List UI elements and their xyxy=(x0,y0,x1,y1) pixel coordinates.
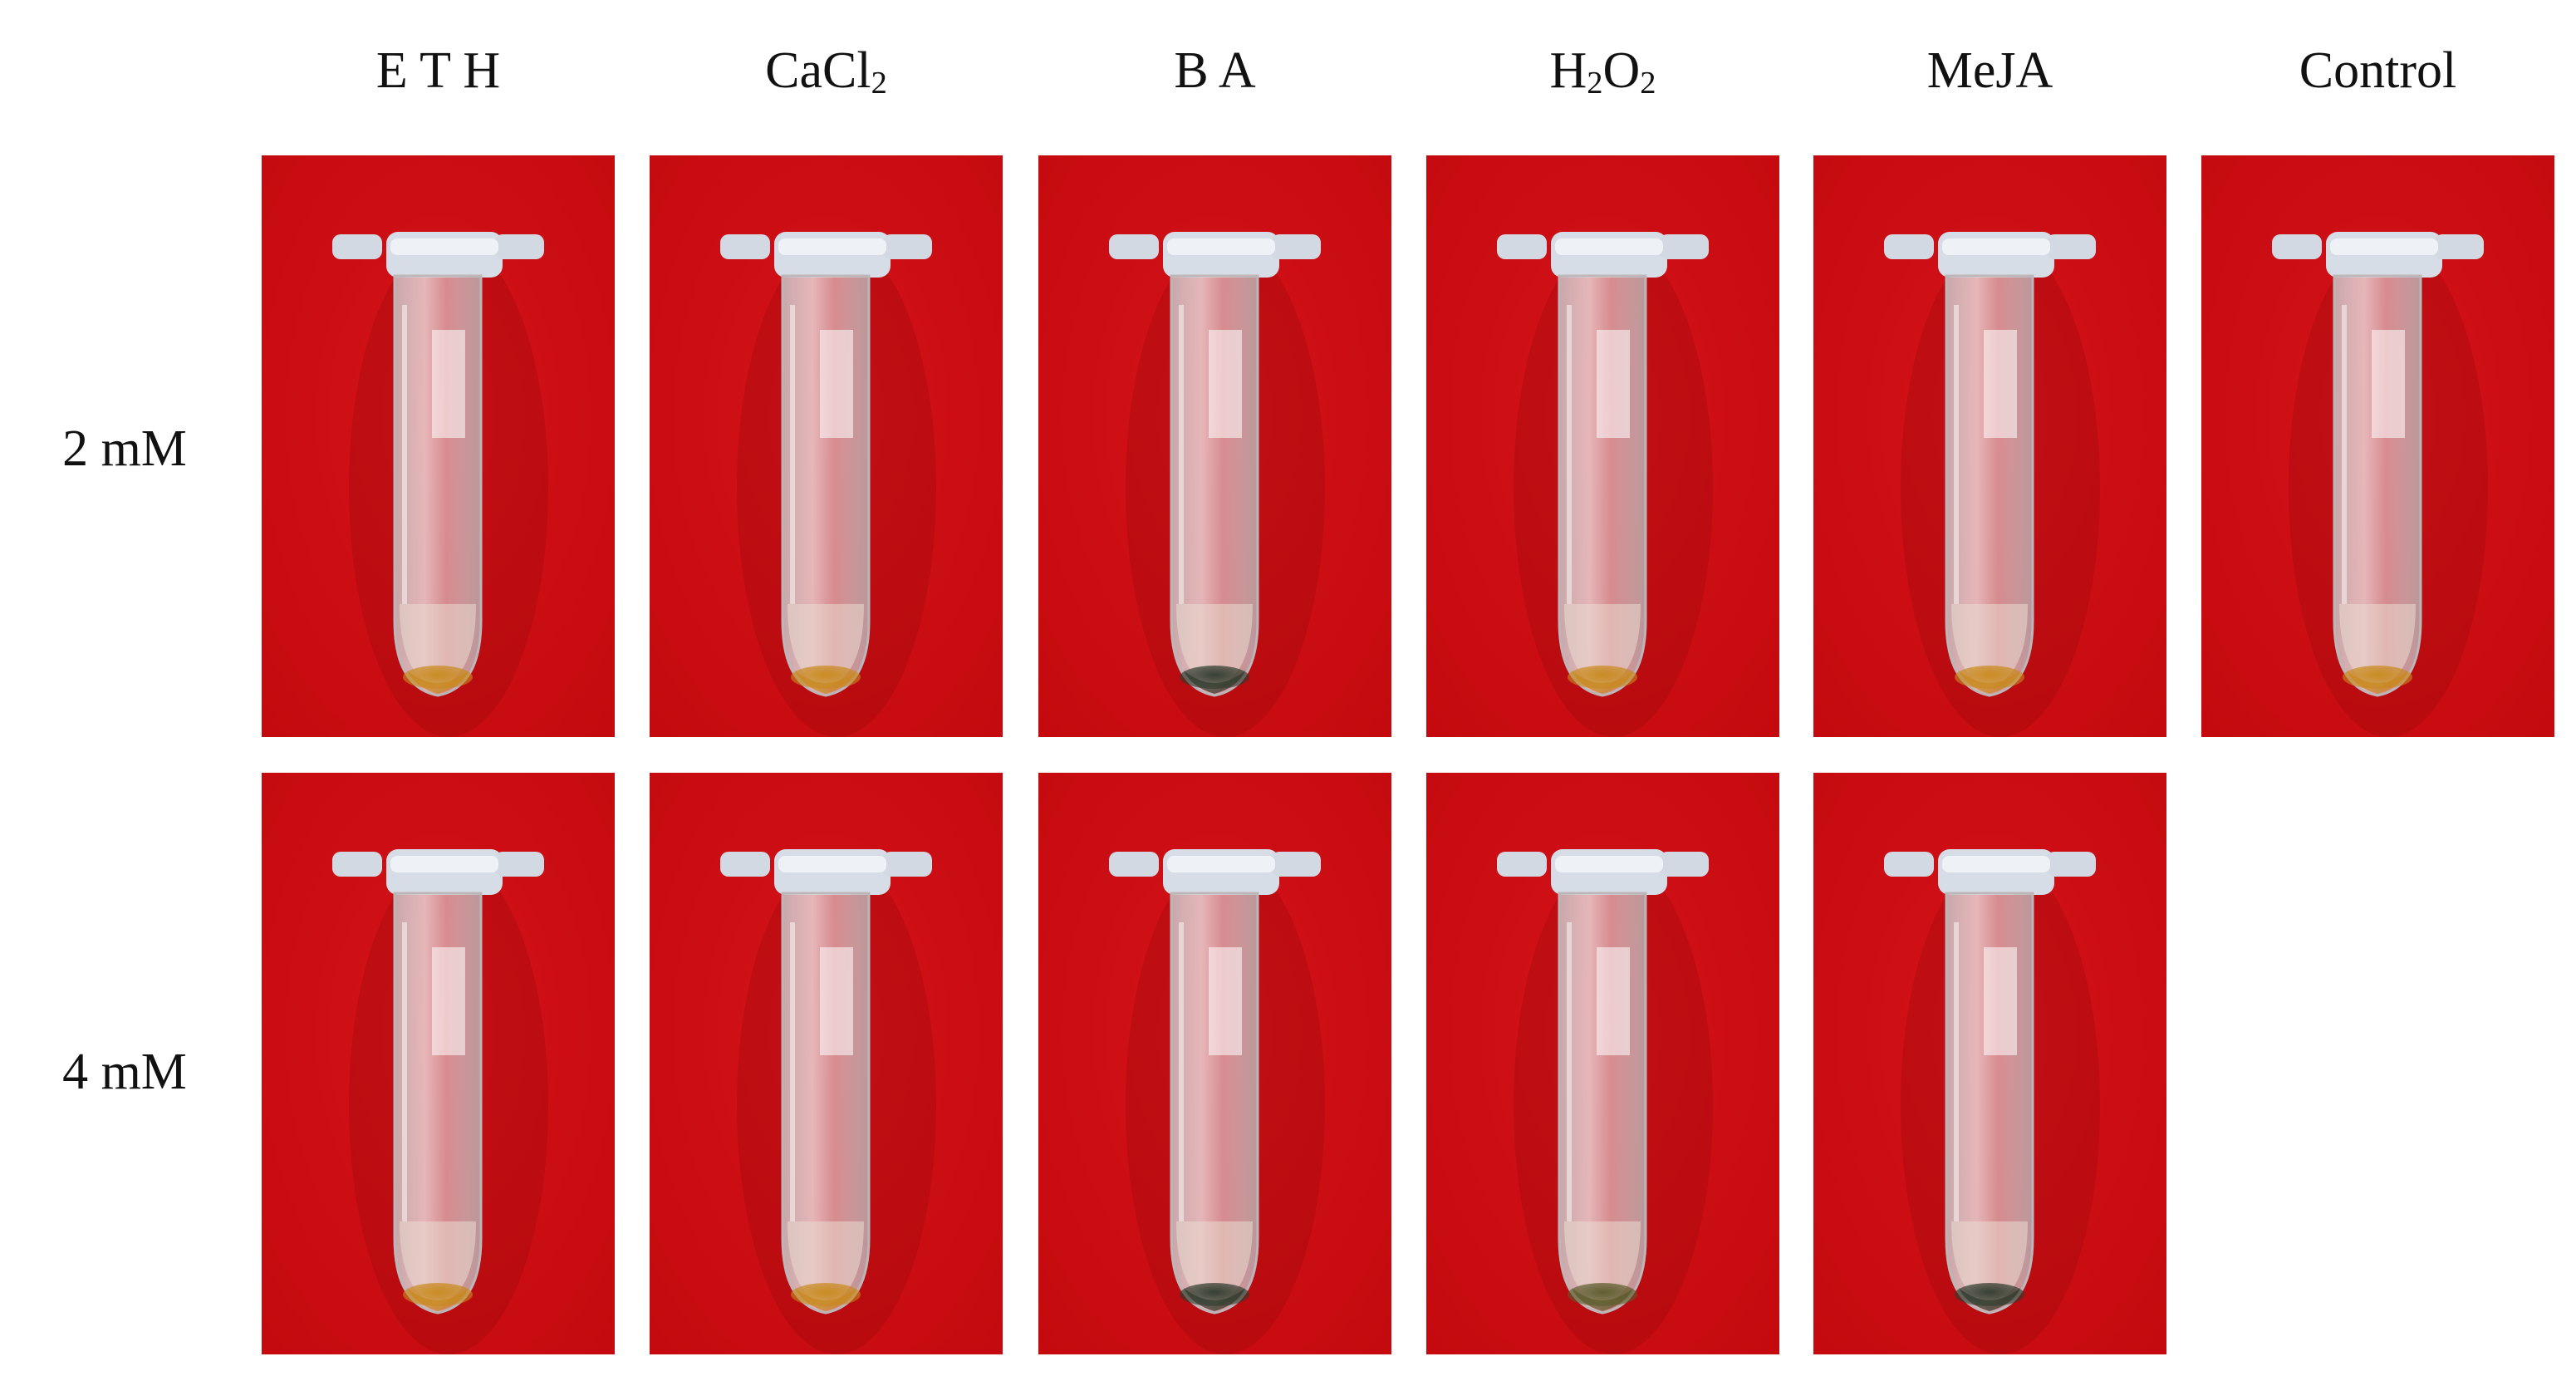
tube-photo-4mm-ba xyxy=(1038,773,1391,1354)
tube-photo-2mm-meja xyxy=(1813,155,2166,737)
column-label-meja: MeJA xyxy=(1926,42,2053,99)
column-label-h2o2: H2O2 xyxy=(1549,42,1656,101)
column-label-control: Control xyxy=(2299,42,2457,99)
tube-photo-4mm-h2o2 xyxy=(1426,773,1779,1354)
tube-photo-2mm-h2o2 xyxy=(1426,155,1779,737)
tube-photo-4mm-eth xyxy=(262,773,615,1354)
tube-photo-4mm-meja xyxy=(1813,773,2166,1354)
tube-photo-2mm-cacl2 xyxy=(650,155,1003,737)
row-label-4mm: 4 mM xyxy=(62,1044,187,1100)
column-label-eth: E T H xyxy=(375,42,501,99)
tube-photo-2mm-ba xyxy=(1038,155,1391,737)
tube-photo-2mm-control xyxy=(2201,155,2554,737)
column-label-cacl2: CaCl2 xyxy=(765,42,887,101)
tube-photo-2mm-eth xyxy=(262,155,615,737)
column-label-ba: B A xyxy=(1174,42,1256,99)
tube-photo-4mm-cacl2 xyxy=(650,773,1003,1354)
row-label-2mm: 2 mM xyxy=(62,420,187,477)
